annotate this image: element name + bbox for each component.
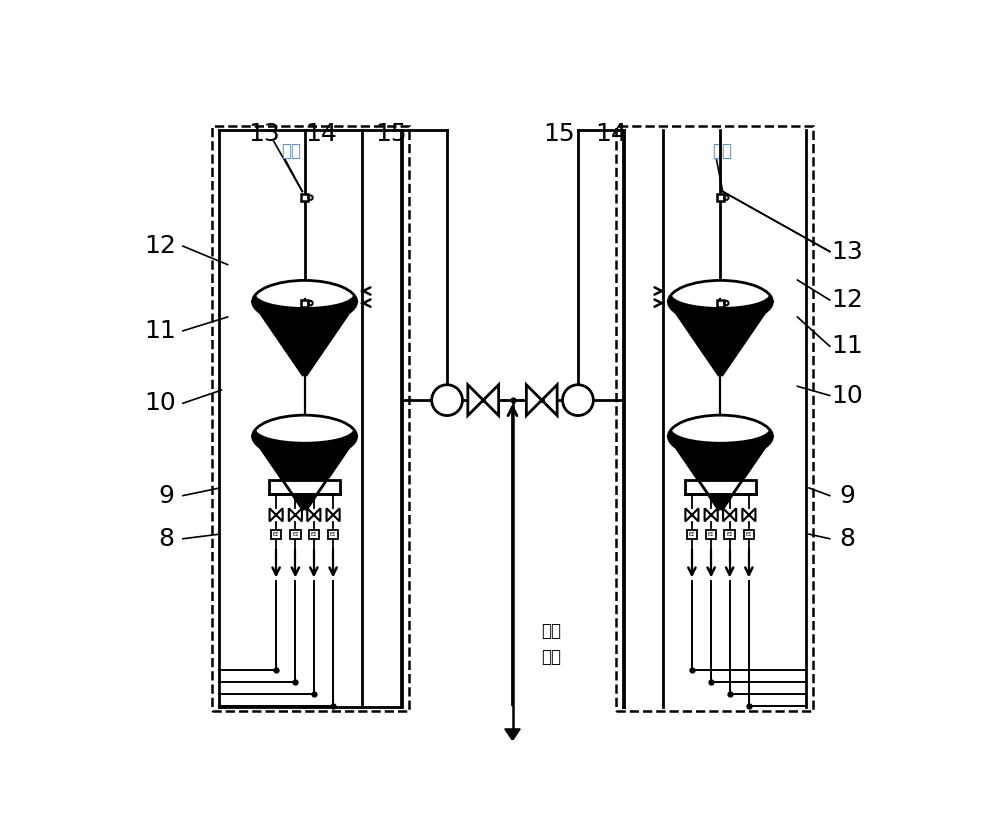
Bar (301, 300, 308, 306)
Polygon shape (253, 301, 357, 374)
Ellipse shape (668, 280, 772, 323)
Text: 8: 8 (158, 527, 174, 551)
Text: EI: EI (292, 532, 299, 537)
Text: 11: 11 (145, 319, 176, 343)
Text: EI: EI (330, 532, 336, 537)
Ellipse shape (668, 415, 772, 458)
Text: EI: EI (746, 532, 752, 537)
Text: EI: EI (273, 532, 279, 537)
Text: 12: 12 (832, 288, 863, 312)
Text: 9: 9 (158, 483, 174, 508)
Text: 10: 10 (145, 391, 176, 415)
Ellipse shape (253, 280, 357, 323)
Ellipse shape (253, 415, 357, 458)
Circle shape (432, 384, 462, 415)
Text: 丸料: 丸料 (712, 142, 732, 161)
Text: 15: 15 (375, 121, 407, 146)
Bar (744, 529, 754, 539)
Text: 压缩: 压缩 (541, 622, 561, 640)
Ellipse shape (256, 281, 353, 307)
Bar (687, 529, 697, 539)
Bar (290, 529, 301, 539)
Bar (717, 194, 724, 201)
Text: EI: EI (726, 532, 733, 537)
Text: 10: 10 (832, 384, 863, 408)
Polygon shape (327, 508, 340, 522)
Polygon shape (668, 301, 772, 374)
Bar (616, 126, 813, 711)
Polygon shape (289, 508, 302, 522)
Circle shape (563, 384, 593, 415)
Text: 13: 13 (249, 121, 280, 146)
Bar (212, 126, 409, 711)
Ellipse shape (672, 281, 769, 307)
Text: EI: EI (708, 532, 714, 537)
Polygon shape (668, 436, 772, 509)
Polygon shape (526, 384, 557, 415)
Bar (269, 480, 340, 494)
Text: EI: EI (689, 532, 695, 537)
Text: 12: 12 (145, 234, 177, 258)
Text: 9: 9 (840, 483, 855, 508)
Bar (717, 300, 724, 306)
Polygon shape (270, 508, 283, 522)
Text: 15: 15 (543, 121, 575, 146)
Polygon shape (705, 508, 718, 522)
Ellipse shape (672, 415, 769, 442)
Bar (328, 529, 338, 539)
Polygon shape (742, 508, 755, 522)
Bar (724, 529, 735, 539)
Text: 14: 14 (306, 121, 337, 146)
Text: 14: 14 (595, 121, 627, 146)
Polygon shape (253, 436, 357, 509)
Polygon shape (307, 508, 320, 522)
Text: EI: EI (311, 532, 317, 537)
Polygon shape (468, 384, 499, 415)
Text: 丸料: 丸料 (281, 142, 301, 161)
Text: 空气: 空气 (541, 648, 561, 666)
Bar (309, 529, 319, 539)
Text: 11: 11 (832, 334, 863, 359)
Text: 13: 13 (832, 240, 863, 264)
Bar (706, 529, 716, 539)
Text: 8: 8 (839, 527, 855, 551)
Ellipse shape (256, 415, 353, 442)
Polygon shape (505, 729, 520, 740)
Polygon shape (685, 508, 698, 522)
Bar (301, 194, 308, 201)
Polygon shape (723, 508, 736, 522)
Bar (685, 480, 756, 494)
Bar (271, 529, 281, 539)
